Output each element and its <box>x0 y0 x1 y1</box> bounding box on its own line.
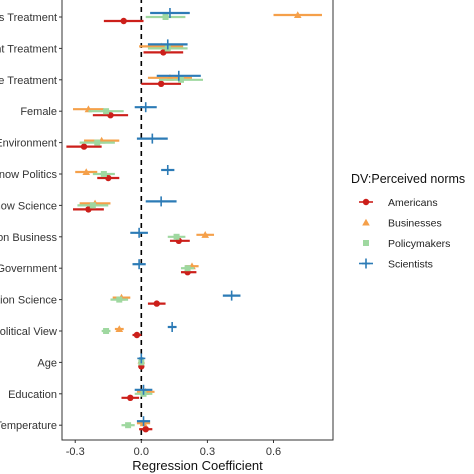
data-point <box>227 290 236 301</box>
data-point <box>139 416 148 427</box>
data-point <box>184 265 191 272</box>
data-point <box>174 70 183 81</box>
data-point <box>82 168 91 176</box>
data-point <box>168 322 177 332</box>
y-tick-label: Environment <box>0 138 57 150</box>
data-point <box>94 139 101 146</box>
y-tick-label: Age <box>37 357 57 369</box>
data-point <box>141 102 150 113</box>
data-point <box>100 171 107 177</box>
plot-panel <box>61 0 334 441</box>
y-axis-ticks: ss Treatment nt Treatment ce Treatment Fema… <box>0 12 62 432</box>
data-point <box>133 331 141 339</box>
data-point <box>80 143 88 150</box>
y-tick-label: ss Treatment <box>0 12 57 24</box>
series-scientists <box>130 8 241 427</box>
y-tick-label: Know Politics <box>0 169 57 181</box>
y-tick-label: Political View <box>0 326 57 338</box>
data-point <box>163 39 172 50</box>
legend-items: Americans Businesses Policymakers Scientist… <box>359 197 450 271</box>
data-point <box>120 17 127 25</box>
legend-label: Policymakers <box>388 238 450 250</box>
x-tick-label: -0.3 <box>66 446 85 458</box>
data-point <box>163 165 172 175</box>
data-point <box>148 133 157 144</box>
data-point <box>115 325 124 333</box>
data-point <box>162 14 169 20</box>
legend-key-marker <box>362 258 370 269</box>
data-point <box>135 259 144 270</box>
legend-label: Americans <box>388 197 438 209</box>
x-axis-ticks: -0.3 0.0 0.3 0.6 <box>66 440 281 458</box>
legend-item: Businesses <box>362 218 442 230</box>
data-point <box>173 233 180 240</box>
y-tick-label: oGovernment <box>0 263 57 275</box>
y-tick-label: nt Treatment <box>0 43 57 55</box>
legend-item: Policymakers <box>363 238 450 250</box>
x-tick-label: 0.3 <box>200 446 215 458</box>
y-tick-label: now Science <box>0 200 57 212</box>
x-tick-label: 0.6 <box>266 446 281 458</box>
x-tick-label: 0.0 <box>134 446 149 458</box>
data-point <box>103 328 110 334</box>
y-tick-label: Temperature <box>0 420 57 432</box>
data-point <box>153 300 160 307</box>
legend-key-marker <box>363 240 369 246</box>
data-point <box>89 202 96 209</box>
data-point <box>142 426 149 433</box>
y-tick-label: on Business <box>0 232 57 244</box>
x-axis-title: Regression Coefficient <box>132 458 263 473</box>
data-point <box>135 227 144 238</box>
data-point <box>293 11 302 19</box>
data-point <box>165 8 174 18</box>
data-point <box>125 422 132 429</box>
y-tick-label: Education <box>8 389 57 401</box>
data-point <box>201 231 210 238</box>
data-point <box>127 394 134 401</box>
data-point <box>116 296 123 303</box>
data-marks <box>66 8 322 433</box>
y-tick-label: Female <box>20 106 57 118</box>
legend: DV:Perceived norms Americans Businesses Po… <box>351 172 465 271</box>
data-point <box>157 80 165 88</box>
legend-title: DV:Perceived norms <box>351 172 465 186</box>
legend-key-marker <box>362 198 370 206</box>
legend-item: Americans <box>359 197 438 209</box>
legend-label: Businesses <box>388 218 442 230</box>
data-point <box>157 196 166 207</box>
legend-item: Scientists <box>359 258 433 271</box>
plot-area: ss Treatment nt Treatment ce Treatment Fema… <box>0 0 334 458</box>
y-tick-label: ce Treatment <box>0 75 57 87</box>
y-tick-label: tion Science <box>0 295 57 307</box>
data-point <box>139 384 148 395</box>
data-point <box>177 76 184 83</box>
legend-label: Scientists <box>388 259 433 271</box>
data-point <box>103 108 110 115</box>
legend-key-marker <box>362 218 370 226</box>
data-point <box>137 353 146 364</box>
